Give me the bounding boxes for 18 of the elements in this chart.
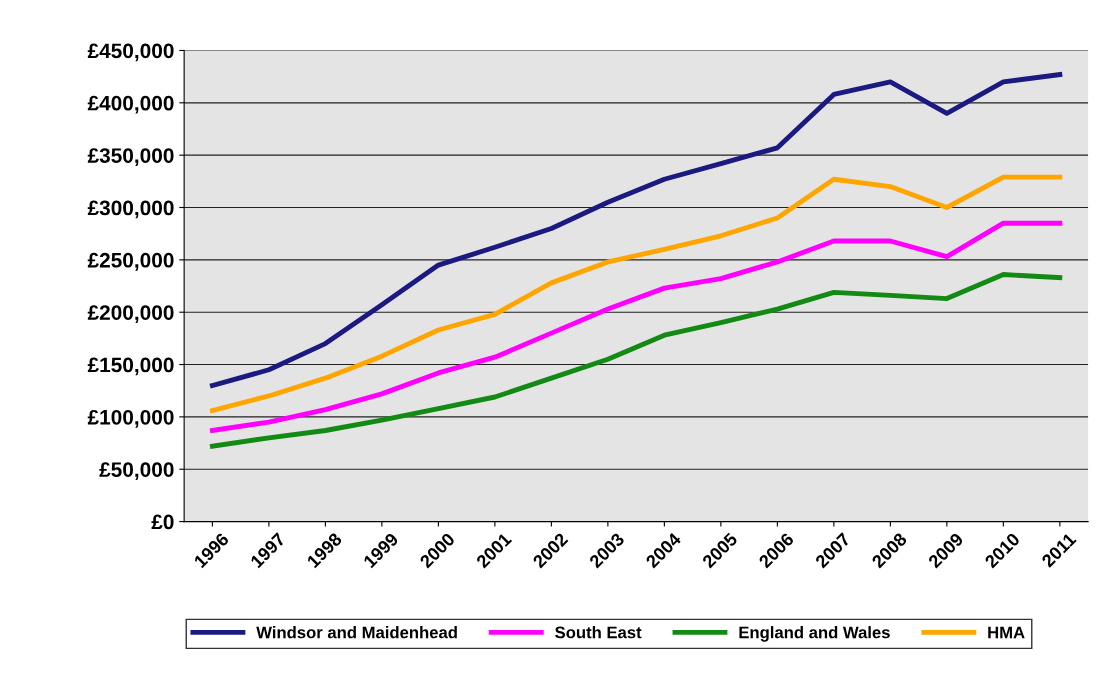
line-series (209, 272, 1063, 449)
y-tick-label: £50,000 (99, 462, 174, 481)
y-tick-label: £300,000 (87, 200, 174, 219)
legend-label: Windsor and Maidenhead (256, 626, 457, 639)
y-tick-label: £400,000 (87, 95, 174, 114)
y-tick-label: £250,000 (87, 252, 174, 271)
legend-label: South East (555, 626, 642, 639)
legend-label: HMA (988, 626, 1025, 639)
y-tick-label: £350,000 (87, 148, 174, 166)
legend-label: England and Wales (739, 626, 890, 642)
y-tick-label: £100,000 (87, 409, 174, 428)
y-tick-label: £150,000 (87, 357, 174, 376)
y-tick-label: £0 (151, 514, 174, 530)
line-series (209, 174, 1063, 414)
y-tick-label: £200,000 (87, 305, 174, 323)
y-tick-label: £450,000 (87, 43, 174, 62)
line-series (209, 220, 1063, 433)
line-series (209, 72, 1063, 388)
